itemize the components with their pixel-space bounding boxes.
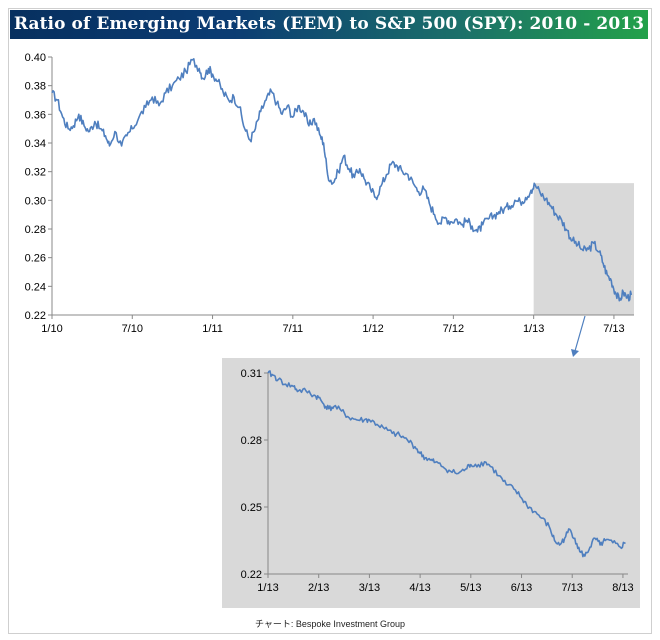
inset-series-line <box>267 370 626 558</box>
inset-x-tick-label: 6/13 <box>511 582 532 594</box>
inset-x-tick-label: 8/13 <box>612 582 633 594</box>
main-y-tick-label: 0.36 <box>25 109 46 121</box>
inset-x-tick-label: 3/13 <box>359 582 380 594</box>
main-y-tick-label: 0.22 <box>25 310 46 322</box>
main-chart: 0.40 0.38 0.36 0.34 0.32 0.30 0.28 0.26 0.24 0.22… <box>25 52 634 335</box>
main-y-tick-label: 0.38 <box>25 81 46 93</box>
main-y-tick-label: 0.40 <box>25 52 46 64</box>
zoom-arrow-head <box>571 349 579 357</box>
chart-title: Ratio of Emerging Markets (EEM) to S&P 5… <box>10 10 648 39</box>
inset-x-tick-label: 1/13 <box>257 582 278 594</box>
main-y-tick-label: 0.26 <box>25 253 46 265</box>
inset-y-tick-label: 0.25 <box>241 502 262 514</box>
main-x-tick-label: 1/13 <box>523 323 544 335</box>
inset-x-tick-label: 7/13 <box>562 582 583 594</box>
main-x-tick-label: 1/10 <box>41 323 62 335</box>
inset-y-tick-label: 0.31 <box>241 368 262 380</box>
inset-x-tick-label: 2/13 <box>308 582 329 594</box>
main-y-tick-label: 0.34 <box>25 138 46 150</box>
main-y-tick-label: 0.24 <box>25 281 46 293</box>
inset-chart: 0.31 0.28 0.25 0.22 1/13 2/13 3/13 4/13 5/13 6/1… <box>222 358 640 608</box>
inset-background <box>222 358 640 608</box>
zoom-arrow <box>571 315 586 357</box>
main-x-tick-label: 1/11 <box>202 323 223 335</box>
inset-x-tick-label: 4/13 <box>409 582 430 594</box>
source-credit: チャート: Bespoke Investment Group <box>255 619 405 629</box>
main-x-tick-label: 1/12 <box>362 323 383 335</box>
main-y-tick-label: 0.30 <box>25 195 46 207</box>
main-x-tick-label: 7/10 <box>122 323 143 335</box>
main-y-tick-label: 0.32 <box>25 167 46 179</box>
main-series-line <box>51 58 633 302</box>
inset-x-tick-label: 5/13 <box>460 582 481 594</box>
main-y-tick-label: 0.28 <box>25 224 46 236</box>
zoom-arrow-line <box>574 315 586 352</box>
main-x-tick-label: 7/12 <box>443 323 464 335</box>
inset-y-tick-label: 0.28 <box>241 435 262 447</box>
main-x-tick-label: 7/11 <box>283 323 304 335</box>
inset-y-tick-label: 0.22 <box>241 569 262 581</box>
main-x-tick-label: 7/13 <box>603 323 624 335</box>
